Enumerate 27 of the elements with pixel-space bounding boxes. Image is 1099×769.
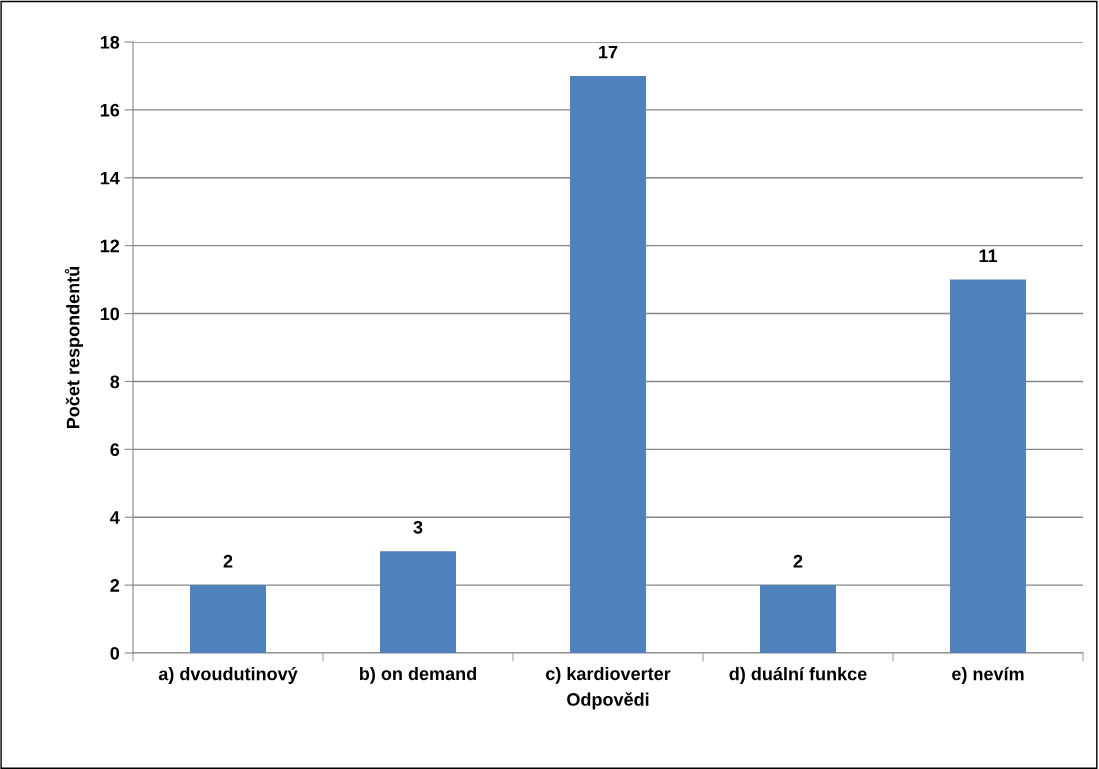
y-tick-label: 12 <box>100 239 120 253</box>
y-tick-label: 18 <box>100 35 120 49</box>
data-label: 2 <box>793 554 803 568</box>
y-tick-label: 8 <box>110 375 120 389</box>
x-tick-label: e) nevím <box>952 666 1024 684</box>
bar <box>570 75 646 653</box>
y-tick-label: 6 <box>110 443 120 457</box>
x-tick-label: c) kardioverter <box>545 666 671 684</box>
x-tick-label: b) on demand <box>360 666 476 684</box>
y-tick-label: 0 <box>110 646 120 660</box>
data-label: 17 <box>599 45 618 59</box>
x-tick-label: d) duální funkce <box>729 666 867 684</box>
bar <box>190 585 266 653</box>
y-tick-label: 2 <box>110 579 120 592</box>
x-tick-label: a) dvoudutinový <box>158 666 298 684</box>
data-label: 11 <box>979 249 998 262</box>
y-axis-title: Počet respondentů <box>64 266 84 429</box>
y-tick-label: 14 <box>100 171 120 185</box>
y-tick-label: 10 <box>100 307 120 321</box>
y-tick-label: 16 <box>100 103 120 117</box>
y-tick-label: 4 <box>110 511 120 524</box>
data-label: 2 <box>223 554 233 568</box>
data-label: 3 <box>413 520 423 534</box>
bar <box>950 279 1026 653</box>
x-axis-title: Odpovědi <box>567 692 649 710</box>
bar <box>760 585 836 653</box>
bar <box>380 551 456 653</box>
